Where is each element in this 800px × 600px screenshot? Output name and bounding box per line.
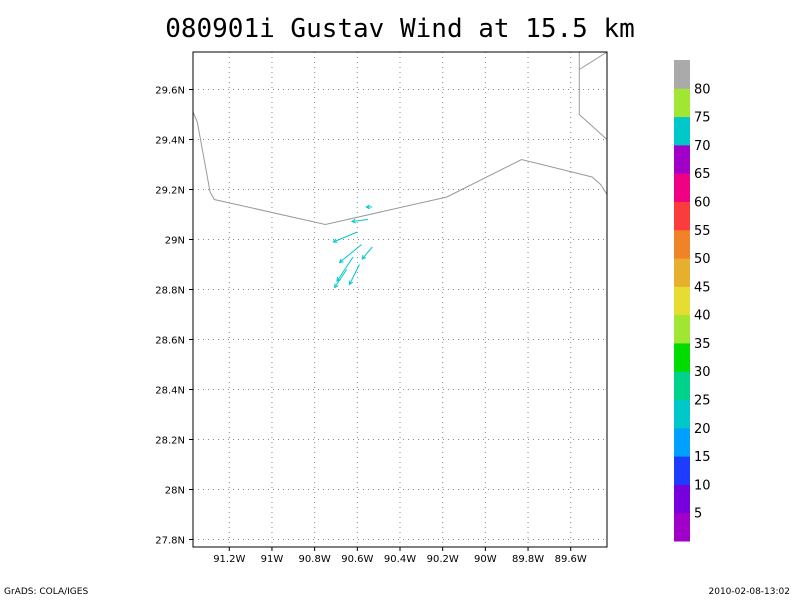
colorbar-swatch xyxy=(674,456,690,485)
vector-shaft xyxy=(333,231,358,243)
coastline xyxy=(192,51,608,226)
colorbar-swatch xyxy=(674,286,690,316)
y-tick-label: 29.6N xyxy=(155,86,185,97)
colorbar-label: 15 xyxy=(694,450,711,465)
wind-vector xyxy=(348,264,360,286)
x-tick-label: 90W xyxy=(474,554,497,565)
colorbar-label: 40 xyxy=(694,309,711,324)
colorbar-swatch xyxy=(674,512,690,542)
vector-shaft xyxy=(334,269,348,288)
colorbar-swatch xyxy=(674,60,690,89)
wind-vector xyxy=(334,269,348,289)
y-axis: 27.8N 28N 28.2N 28.4N 28.6N 28.8N 29N 29.2N 29.4… xyxy=(155,86,193,547)
colorbar-label: 5 xyxy=(694,507,702,522)
colorbar-label: 60 xyxy=(694,195,711,210)
wind-vector xyxy=(361,246,373,260)
vector-head xyxy=(365,204,371,210)
colorbar-swatch xyxy=(674,314,690,344)
y-tick-label: 27.8N xyxy=(155,536,185,547)
colorbar-label: 35 xyxy=(694,337,711,352)
colorbar-label: 50 xyxy=(694,252,711,267)
vector-shaft xyxy=(351,219,369,222)
colorbar-swatch xyxy=(674,173,690,202)
wind-vector xyxy=(338,244,362,264)
colorbar-label: 80 xyxy=(694,82,711,97)
y-tick-label: 29.2N xyxy=(155,186,185,197)
colorbar-swatch xyxy=(674,116,690,146)
vector-shaft xyxy=(339,244,362,263)
colorbar-label: 30 xyxy=(694,365,711,380)
footer-credit: GrADS: COLA/IGES xyxy=(4,587,89,597)
x-tick-label: 90.2W xyxy=(427,554,459,565)
colorbar-swatch xyxy=(674,342,690,372)
colorbar-swatch xyxy=(674,371,690,401)
x-tick-label: 89.6W xyxy=(555,554,587,565)
coastline-segment xyxy=(578,52,608,140)
colorbar-swatch xyxy=(674,258,690,287)
x-tick-label: 90.4W xyxy=(384,554,416,565)
colorbar-swatch xyxy=(674,144,690,174)
wind-vector xyxy=(332,231,358,243)
colorbar-swatch xyxy=(674,484,690,514)
x-tick-label: 90.8W xyxy=(299,554,331,565)
y-tick-label: 28.6N xyxy=(155,336,185,347)
colorbar-label: 70 xyxy=(694,139,711,154)
footer-timestamp: 2010-02-08-13:02 xyxy=(708,587,791,597)
y-tick-label: 28.2N xyxy=(155,436,185,447)
colorbar-label: 65 xyxy=(694,167,711,182)
x-tick-label: 91W xyxy=(261,554,284,565)
chart-title: 080901i Gustav Wind at 15.5 km xyxy=(165,14,635,44)
y-tick-label: 28N xyxy=(165,486,185,497)
vector-head xyxy=(350,218,356,224)
vector-head xyxy=(361,254,367,260)
wind-vector xyxy=(336,256,354,282)
colorbar-swatch xyxy=(674,201,690,231)
vector-shaft xyxy=(361,246,373,260)
y-tick-label: 28.4N xyxy=(155,386,185,397)
colorbar-label: 45 xyxy=(694,280,711,295)
vector-shaft xyxy=(336,256,354,282)
wind-vector xyxy=(350,218,369,224)
vector-shaft xyxy=(349,264,360,285)
y-tick-label: 28.8N xyxy=(155,286,185,297)
colorbar-swatch xyxy=(674,399,690,429)
vector-head xyxy=(332,238,338,243)
wind-vectors xyxy=(332,204,373,289)
colorbar-swatch xyxy=(674,88,690,118)
coastline-segment xyxy=(192,111,608,226)
colorbar-swatch xyxy=(674,427,690,457)
grid-lines xyxy=(193,52,607,547)
y-tick-label: 29.4N xyxy=(155,136,185,147)
vector-head xyxy=(334,283,339,289)
wind-vector xyxy=(365,204,373,210)
vector-head xyxy=(338,258,344,264)
colorbar-label: 20 xyxy=(694,422,711,437)
y-tick-label: 29N xyxy=(165,236,185,247)
x-axis: 91.2W 91W 90.8W 90.6W 90.4W 90.2W 90W 89.8W 89.6… xyxy=(213,547,587,565)
colorbar-label: 75 xyxy=(694,111,711,126)
coastline-segment xyxy=(579,51,608,70)
colorbar-label: 55 xyxy=(694,224,711,239)
x-tick-label: 90.6W xyxy=(341,554,373,565)
colorbar: 5 10 15 20 25 30 35 40 45 50 55 60 65 70 75 80 xyxy=(674,60,711,542)
vector-head xyxy=(348,280,354,286)
colorbar-swatch xyxy=(674,229,690,259)
colorbar-label: 10 xyxy=(694,478,711,493)
x-tick-label: 89.8W xyxy=(512,554,544,565)
x-tick-label: 91.2W xyxy=(213,554,245,565)
colorbar-label: 25 xyxy=(694,394,711,409)
